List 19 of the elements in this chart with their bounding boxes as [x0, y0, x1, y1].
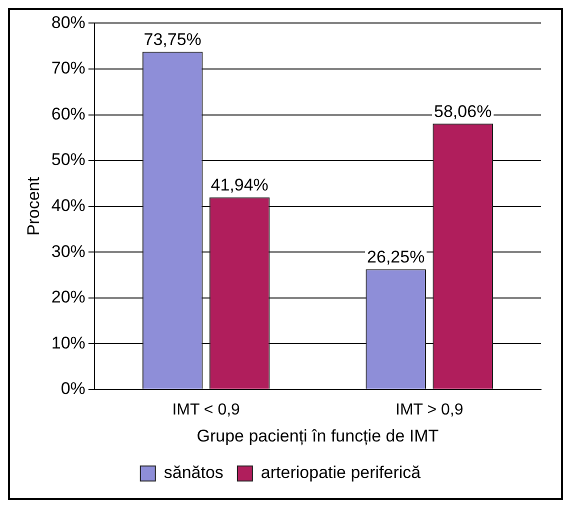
y-tick-label: 30%	[51, 242, 86, 261]
x-tick-label: IMT < 0,9	[172, 401, 240, 418]
data-label: 58,06%	[434, 102, 492, 121]
legend-label: sănătos	[164, 463, 224, 482]
y-tick-label: 20%	[51, 288, 86, 307]
y-tick-label: 80%	[51, 12, 86, 32]
data-label: 73,75%	[144, 30, 202, 49]
y-tick-label: 60%	[51, 104, 86, 124]
y-tick-label: 0%	[60, 379, 86, 398]
y-axis-title: Procent	[24, 176, 43, 236]
x-axis-title: Grupe pacienți în funcție de IMT	[196, 426, 439, 446]
legend-label: arteriopatie periferică	[260, 463, 422, 482]
y-tick-label: 70%	[51, 58, 86, 78]
data-label: 41,94%	[210, 176, 268, 195]
data-label: 26,25%	[367, 247, 425, 266]
y-tick-label: 40%	[51, 196, 86, 215]
y-tick-label: 50%	[51, 150, 86, 170]
y-tick-label: 10%	[51, 333, 86, 352]
x-tick-label: IMT > 0,9	[395, 401, 464, 418]
